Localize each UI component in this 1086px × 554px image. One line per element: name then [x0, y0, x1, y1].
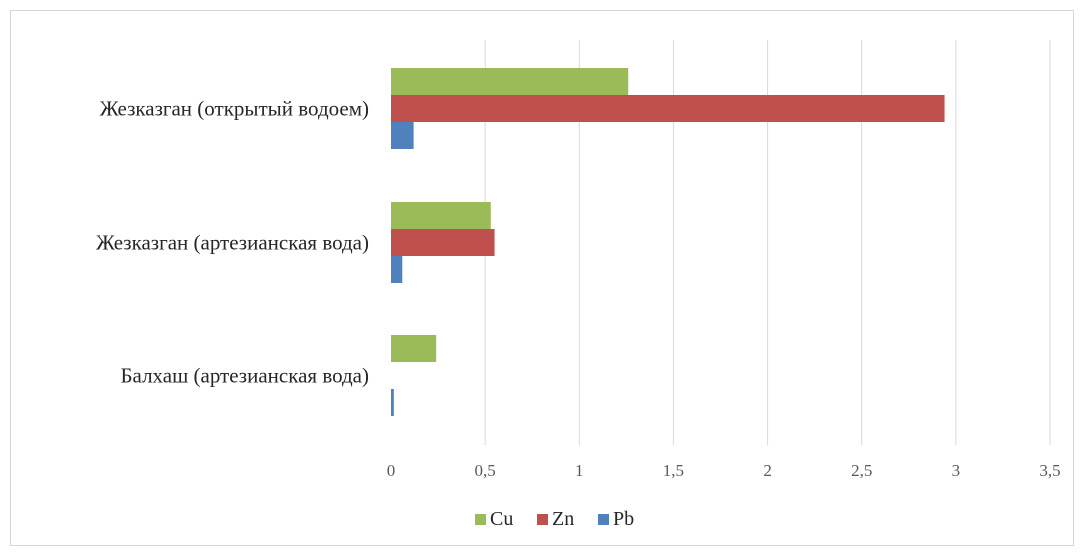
category-label: Жезказган (артезианская вода)	[96, 231, 369, 255]
category-label: Жезказган (открытый водоем)	[100, 97, 369, 121]
x-tick-label: 1,5	[663, 461, 684, 480]
category-label: Балхаш (артезианская вода)	[121, 364, 370, 388]
bar-pb	[391, 122, 414, 149]
bar-cu	[391, 202, 491, 229]
legend-label-cu: Cu	[490, 508, 513, 530]
legend-label-zn: Zn	[552, 508, 574, 530]
x-tick-label: 0	[387, 461, 396, 480]
x-tick-label: 3,5	[1039, 461, 1060, 480]
bars	[391, 68, 945, 416]
bar-cu	[391, 335, 437, 362]
legend-swatch-cu	[475, 514, 486, 525]
legend: Cu Zn Pb	[475, 508, 634, 530]
bar-zn	[391, 229, 495, 256]
legend-swatch-pb	[598, 514, 609, 525]
bar-cu	[391, 68, 629, 95]
x-tick-label: 3	[952, 461, 961, 480]
bar-pb	[391, 389, 394, 416]
bar-zn	[391, 95, 945, 122]
x-tick-label: 0,5	[475, 461, 496, 480]
category-labels: Жезказган (открытый водоем) Жезказган (ар…	[96, 97, 369, 388]
bar-pb	[391, 256, 403, 283]
x-tick-labels: 0 0,5 1 1,5 2 2,5 3 3,5	[387, 461, 1061, 480]
x-tick-label: 2,5	[851, 461, 872, 480]
legend-label-pb: Pb	[613, 508, 634, 530]
x-tick-label: 1	[575, 461, 584, 480]
legend-swatch-zn	[537, 514, 548, 525]
x-tick-label: 2	[763, 461, 772, 480]
